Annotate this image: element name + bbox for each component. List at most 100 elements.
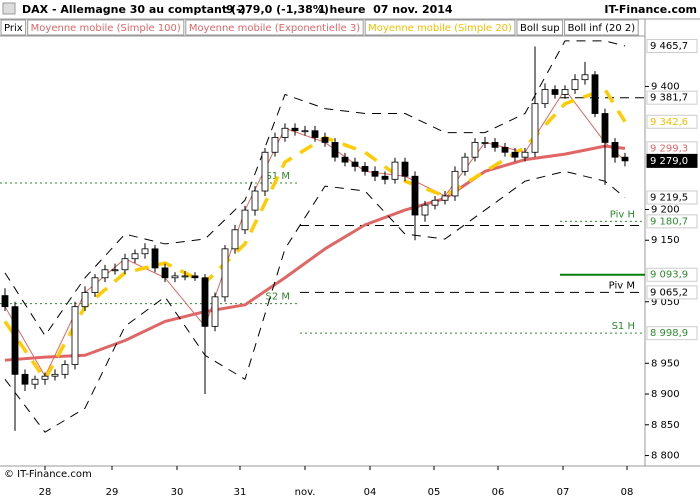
candle-body xyxy=(11,306,19,375)
y-tick-label: 8 850 xyxy=(651,420,680,431)
x-tick-label: 29 xyxy=(106,487,119,498)
legend-box xyxy=(185,19,364,36)
x-tick-label: 31 xyxy=(234,487,247,498)
legend-entry: Moyenne mobile (Simple 100) xyxy=(31,23,181,34)
candle-body xyxy=(291,127,299,132)
price-label: 9 342,6 xyxy=(650,117,688,128)
price-label-box xyxy=(646,114,698,129)
y-tick-label: 9 200 xyxy=(651,204,680,215)
y-tick-label: 8 800 xyxy=(651,451,680,462)
candle-body xyxy=(371,170,379,177)
price-label-box xyxy=(646,214,698,229)
candle-body xyxy=(491,142,499,148)
candle-body xyxy=(191,275,199,279)
x-tick-label: 08 xyxy=(621,487,634,498)
candle-body xyxy=(441,195,449,201)
indicator-line xyxy=(4,170,626,433)
candle-body xyxy=(131,253,139,260)
candle-body xyxy=(331,142,339,158)
candle-body xyxy=(341,156,349,163)
price-label: 9 465,7 xyxy=(650,41,688,52)
y-tick-label: 9 050 xyxy=(651,297,680,308)
price-label: 9 299,3 xyxy=(650,143,688,154)
price-label: 9 279,0 xyxy=(650,156,688,167)
indicator-line xyxy=(4,144,626,362)
y-tick-label: 8 900 xyxy=(651,389,680,400)
candle-body xyxy=(531,103,539,153)
candle-body xyxy=(161,267,169,279)
price-label-box xyxy=(646,285,698,300)
candle-body xyxy=(501,146,509,153)
candle-body xyxy=(471,142,479,158)
candle-body xyxy=(261,151,269,192)
candle-body xyxy=(521,151,529,158)
candle-body xyxy=(611,142,619,158)
candle-body xyxy=(561,89,569,95)
candle-body xyxy=(71,306,79,365)
candle-body xyxy=(181,275,189,278)
candle-body xyxy=(21,373,29,385)
indicator-line xyxy=(4,40,626,337)
candle-body xyxy=(621,156,629,162)
legend-entry: Boll inf (20 2) xyxy=(568,23,636,34)
candle-body xyxy=(51,373,59,377)
candle-body xyxy=(251,190,259,211)
candle-body xyxy=(111,269,119,272)
candle-body xyxy=(351,161,359,167)
period: 1 heure 07 nov. 2014 xyxy=(318,3,453,16)
candle-body xyxy=(461,156,469,172)
candle-body xyxy=(391,161,399,180)
legend-box xyxy=(364,19,516,36)
candle-body xyxy=(591,74,599,114)
price-label-box xyxy=(646,190,698,205)
candle-body xyxy=(101,269,109,279)
price-label-box xyxy=(646,153,698,168)
candle-body xyxy=(201,277,209,327)
candle-body xyxy=(151,248,159,269)
legend-entry: Prix xyxy=(4,23,23,34)
title: DAX - Allemagne 30 au comptant (-) xyxy=(22,3,246,16)
candle-body xyxy=(61,364,69,375)
candle-body xyxy=(541,89,549,105)
legend-box xyxy=(27,19,185,36)
legend-box xyxy=(564,19,639,36)
candle-body xyxy=(451,170,459,197)
candle-body xyxy=(301,130,309,133)
x-tick-label: 30 xyxy=(171,487,184,498)
candle-body xyxy=(551,89,559,95)
x-tick-label: 04 xyxy=(364,487,377,498)
candle-body xyxy=(431,199,439,206)
candle-body xyxy=(511,151,519,158)
x-tick-label: 28 xyxy=(39,487,52,498)
candle-body xyxy=(221,248,229,298)
candle-body xyxy=(31,378,39,385)
candle-body xyxy=(381,175,389,180)
candle-body xyxy=(321,137,329,143)
price-label: 8 998,9 xyxy=(650,328,688,339)
icon xyxy=(2,2,16,15)
level-label: Piv M xyxy=(609,280,635,291)
x-tick-label: 06 xyxy=(492,487,505,498)
x-tick-label: 05 xyxy=(428,487,441,498)
candle-body xyxy=(581,74,589,81)
candle-body xyxy=(241,209,249,231)
candle-body xyxy=(421,204,429,216)
brand: IT-Finance.com xyxy=(604,3,697,16)
price-label-box xyxy=(646,90,698,105)
price-label-box xyxy=(646,39,698,54)
y-tick-label: 9 400 xyxy=(651,81,680,92)
price-label: 9 219,5 xyxy=(650,192,688,203)
x-tick-label: 07 xyxy=(557,487,570,498)
level-label: S2 M xyxy=(265,292,290,303)
candle-body xyxy=(481,142,489,144)
candle-body xyxy=(231,229,239,250)
legend-entry: Moyenne mobile (Simple 20) xyxy=(368,23,512,34)
legend-box xyxy=(516,19,564,36)
candle-body xyxy=(401,161,409,177)
candle-body xyxy=(211,296,219,327)
price-label: 9 381,7 xyxy=(650,93,688,104)
candle-body xyxy=(361,166,369,172)
